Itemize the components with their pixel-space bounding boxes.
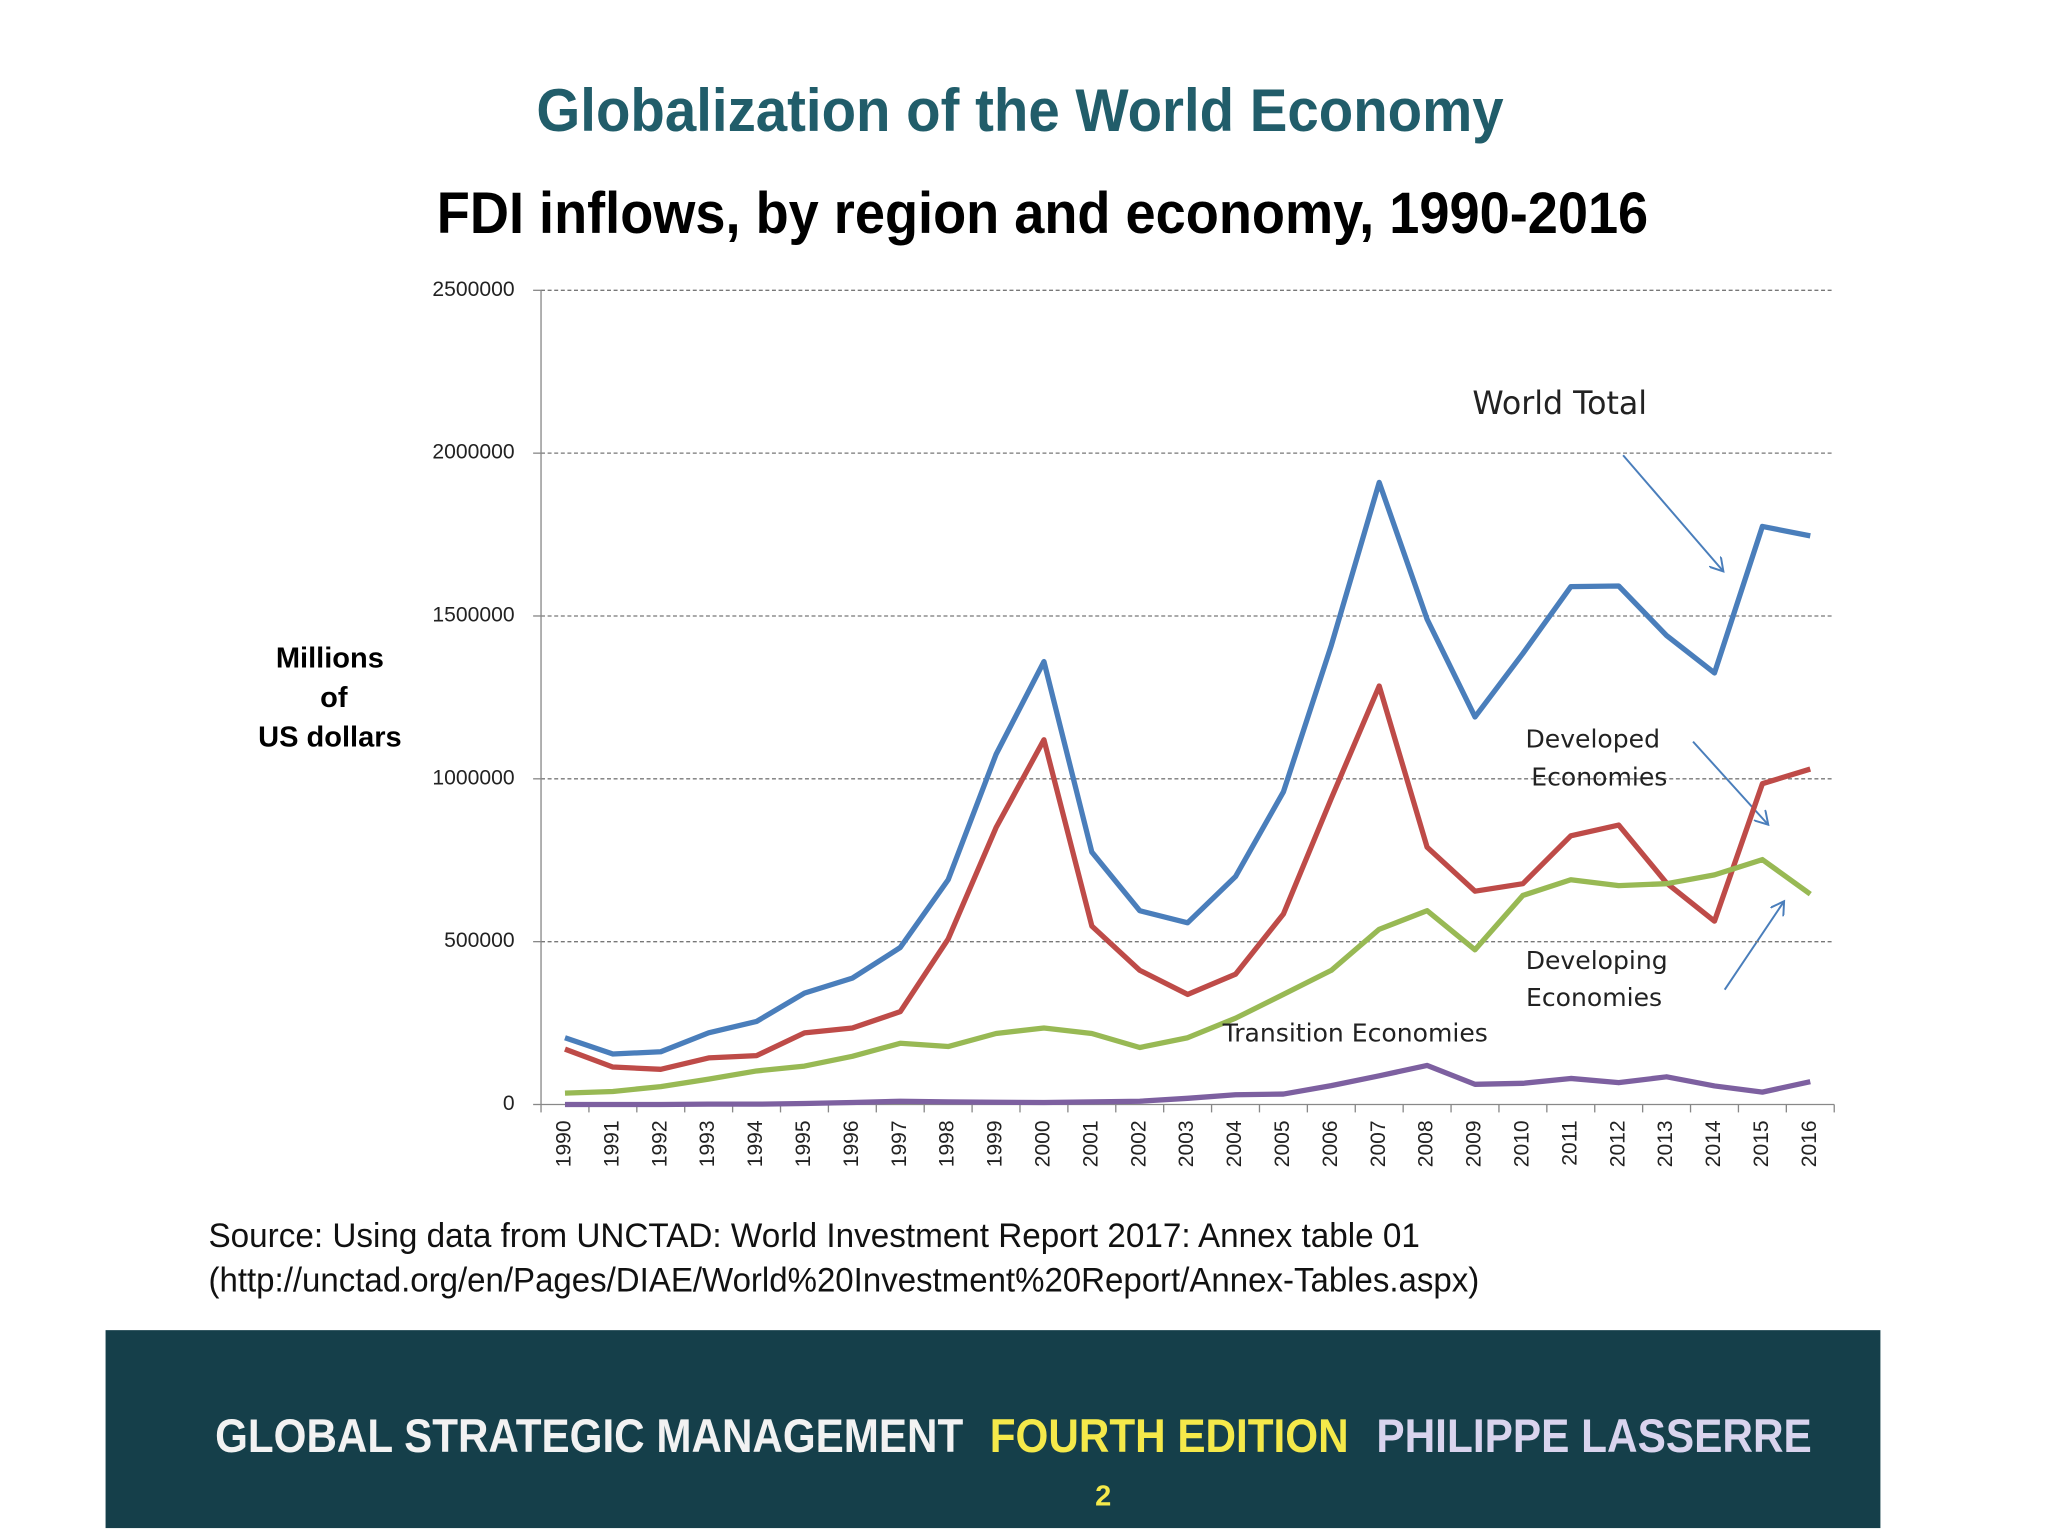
annotation: Economies: [1531, 763, 1667, 792]
x-tick-label: 2011: [1558, 1120, 1581, 1165]
x-tick-label: 2016: [1798, 1120, 1821, 1167]
footer-book: GLOBAL STRATEGIC MANAGEMENT: [215, 1410, 963, 1463]
x-tick-label: 1996: [840, 1120, 863, 1167]
x-tick-label: 2006: [1319, 1120, 1342, 1167]
y-tick-label: 500000: [444, 929, 514, 952]
source: (http://unctad.org/en/Pages/DIAE/World%2…: [208, 1262, 1479, 1300]
source: Source: Using data from UNCTAD: World In…: [208, 1217, 1419, 1255]
x-tick-label: 1993: [696, 1120, 719, 1167]
x-tick-label: 2014: [1702, 1120, 1725, 1167]
x-tick-label: 2005: [1271, 1120, 1294, 1167]
annotation: Economies: [1526, 983, 1662, 1012]
x-tick-label: 2012: [1606, 1120, 1629, 1167]
title: Globalization of the World Economy: [536, 76, 1503, 144]
series-line: [564, 683, 1812, 1072]
footer-author: PHILIPPE LASSERRE: [1376, 1410, 1811, 1463]
y-tick-label: 1500000: [432, 604, 514, 627]
x-tick-label: 1999: [984, 1120, 1007, 1167]
annotation: Developed: [1525, 724, 1660, 753]
footer-band: [105, 1330, 1881, 1529]
annotation: Developing: [1526, 946, 1668, 975]
subtitle: FDI inflows, by region and economy, 1990…: [437, 181, 1648, 246]
arrow: [1692, 740, 1768, 825]
series-line: [564, 856, 1812, 1096]
y-axis-label: US dollars: [258, 722, 402, 754]
y-tick-label: 2000000: [432, 441, 514, 464]
x-tick-label: 2013: [1654, 1120, 1677, 1167]
x-tick-label: 2015: [1750, 1120, 1773, 1167]
x-tick-label: 2008: [1415, 1120, 1438, 1167]
y-tick-label: 2500000: [432, 278, 514, 301]
footer-edition: FOURTH EDITION: [990, 1410, 1349, 1463]
x-tick-label: 1997: [888, 1120, 911, 1167]
x-tick-label: 2001: [1079, 1120, 1102, 1167]
y-tick-label: 1000000: [432, 766, 514, 789]
x-tick-label: 1992: [648, 1120, 671, 1167]
x-tick-label: 1998: [936, 1120, 959, 1167]
y-axis-label: of: [320, 682, 348, 714]
annotation: World Total: [1472, 386, 1647, 422]
series-line: [564, 479, 1811, 1057]
x-tick-label: 1995: [792, 1120, 815, 1167]
x-tick-label: 2000: [1032, 1120, 1055, 1167]
x-tick-label: 2010: [1510, 1120, 1533, 1167]
arrow: [1622, 454, 1723, 571]
x-tick-label: 2009: [1463, 1120, 1486, 1167]
x-tick-label: 2004: [1223, 1120, 1246, 1167]
series-line: [564, 1062, 1811, 1108]
x-tick-label: 2007: [1367, 1120, 1390, 1167]
x-tick-label: 1994: [744, 1120, 767, 1167]
arrow: [1723, 901, 1784, 991]
x-tick-label: 1991: [600, 1120, 623, 1167]
x-tick-label: 2002: [1127, 1120, 1150, 1167]
y-tick-label: 0: [503, 1092, 515, 1115]
y-axis-label: Millions: [276, 642, 384, 674]
x-tick-label: 2003: [1175, 1120, 1198, 1167]
page-number: 2: [1095, 1480, 1111, 1512]
annotation: Transition Economies: [1222, 1019, 1488, 1048]
x-tick-label: 1990: [553, 1120, 576, 1167]
